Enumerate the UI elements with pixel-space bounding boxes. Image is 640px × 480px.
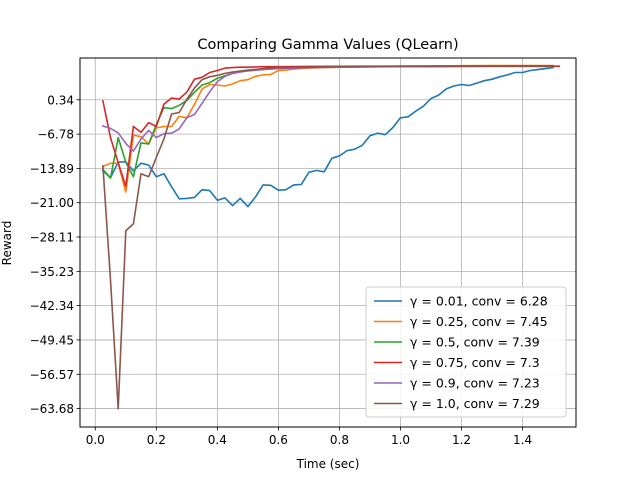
y-axis-label: Reward <box>0 221 14 266</box>
y-tick-label: −21.00 <box>30 196 74 210</box>
x-tick-label: 0.6 <box>269 433 288 447</box>
legend-label: γ = 0.01, conv = 6.28 <box>410 294 548 309</box>
y-tick-label: −28.11 <box>30 231 74 245</box>
legend-label: γ = 0.9, conv = 7.23 <box>410 376 540 391</box>
x-tick-label: 0.8 <box>330 433 349 447</box>
series-line-1 <box>101 66 554 208</box>
y-tick-label: −6.78 <box>37 128 74 142</box>
y-tick-label: −49.45 <box>30 333 74 347</box>
legend-label: γ = 0.5, conv = 7.39 <box>410 335 540 350</box>
plot-area-frame <box>79 57 577 428</box>
y-tick-label: 0.34 <box>47 93 74 107</box>
y-tick-label: −56.57 <box>30 368 74 382</box>
legend: γ = 0.01, conv = 6.28 γ = 0.25, conv = 7.… <box>365 286 567 418</box>
x-tick-label: 0.4 <box>208 433 227 447</box>
legend-box <box>365 286 567 418</box>
y-tick-label: −13.89 <box>30 162 74 176</box>
x-axis-ticks: 0.0 0.2 0.4 0.6 0.8 1.0 1.2 1.4 <box>86 427 532 447</box>
y-tick-label: −63.68 <box>30 402 74 416</box>
x-tick-label: 0.0 <box>86 433 105 447</box>
series-lines <box>101 64 561 410</box>
y-tick-label: −35.23 <box>30 265 74 279</box>
legend-label: γ = 0.75, conv = 7.3 <box>410 355 540 370</box>
x-tick-label: 1.4 <box>513 433 532 447</box>
x-axis-label: Time (sec) <box>296 457 360 471</box>
x-tick-label: 1.0 <box>391 433 410 447</box>
x-tick-label: 1.2 <box>452 433 471 447</box>
legend-label: γ = 0.25, conv = 7.45 <box>410 314 548 329</box>
legend-label: γ = 1.0, conv = 7.29 <box>410 396 540 411</box>
y-tick-label: −42.34 <box>30 299 74 313</box>
x-tick-label: 0.2 <box>147 433 166 447</box>
grid <box>80 58 576 427</box>
series-line-6 <box>102 65 554 410</box>
chart-title: Comparing Gamma Values (QLearn) <box>197 37 458 53</box>
y-axis-ticks: 0.34 −6.78 −13.89 −21.00 −28.11 −35.23 −42.34 −… <box>30 93 80 416</box>
